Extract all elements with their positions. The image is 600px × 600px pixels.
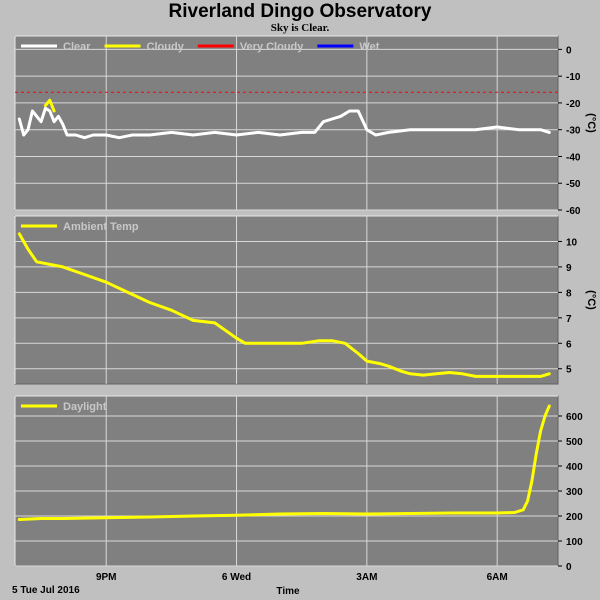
- panel-3-background: [14, 395, 559, 567]
- panel-1-ytick-label-6: -60: [566, 206, 581, 217]
- panel-3-ytick-label-3: 300: [566, 487, 583, 498]
- xtick-label-0: 9PM: [96, 572, 117, 583]
- x-axis-label: Time: [276, 586, 300, 597]
- panel-1-ytick-label-0: 0: [566, 45, 572, 56]
- panel-1-legend-label-1: Cloudy: [147, 41, 185, 53]
- panel-2-legend-label-0: Ambient Temp: [63, 221, 139, 233]
- panel-1-legend-label-2: Very Cloudy: [240, 41, 304, 53]
- panel-3-ytick-label-2: 400: [566, 462, 583, 473]
- xtick-label-1: 6 Wed: [222, 572, 251, 583]
- panel-1-series-0: [17, 106, 551, 140]
- panel-1-ytick-label-1: -10: [566, 72, 581, 83]
- panel-2-background: [14, 215, 559, 385]
- panel-1-legend-label-0: Clear: [63, 41, 91, 53]
- panel-2-ytick-label-3: 7: [566, 314, 572, 325]
- panel-1-ytick-label-2: -20: [566, 99, 581, 110]
- panel-3-ytick-label-6: 0: [566, 562, 572, 573]
- panel-2-ytick-label-5: 5: [566, 365, 572, 376]
- panel-3-ytick-label-4: 200: [566, 512, 583, 523]
- panel-1-ytick-label-4: -40: [566, 152, 581, 163]
- panel-1-series-1: [43, 98, 56, 113]
- panel-2-ytick-label-2: 8: [566, 288, 572, 299]
- panel-1-ytick-label-3: -30: [566, 126, 581, 137]
- panel-2-ytick-label-1: 9: [566, 263, 572, 274]
- panel-1-legend-label-3: Wet: [359, 41, 379, 53]
- xtick-label-3: 6AM: [487, 572, 508, 583]
- chart-subtitle: Sky is Clear.: [270, 22, 330, 34]
- panel-2-series-0: [17, 232, 551, 378]
- panel-2-ylabel: (°C): [585, 290, 597, 310]
- date-label: 5 Tue Jul 2016: [12, 585, 80, 596]
- chart-title: Riverland Dingo Observatory: [168, 1, 432, 22]
- panel-3-ytick-label-5: 100: [566, 537, 583, 548]
- panel-3-legend-label-0: Daylight: [63, 401, 107, 413]
- panel-3-ytick-label-1: 500: [566, 437, 583, 448]
- panel-2-ytick-label-4: 6: [566, 339, 572, 350]
- panel-1-ylabel: (°C): [585, 113, 597, 133]
- xtick-label-2: 3AM: [356, 572, 377, 583]
- panel-1-ytick-label-5: -50: [566, 179, 581, 190]
- panel-2-ytick-label-0: 10: [566, 237, 578, 248]
- panel-1-background: [14, 35, 559, 211]
- panel-3-ytick-label-0: 600: [566, 412, 583, 423]
- panel-3-series-0: [17, 404, 551, 521]
